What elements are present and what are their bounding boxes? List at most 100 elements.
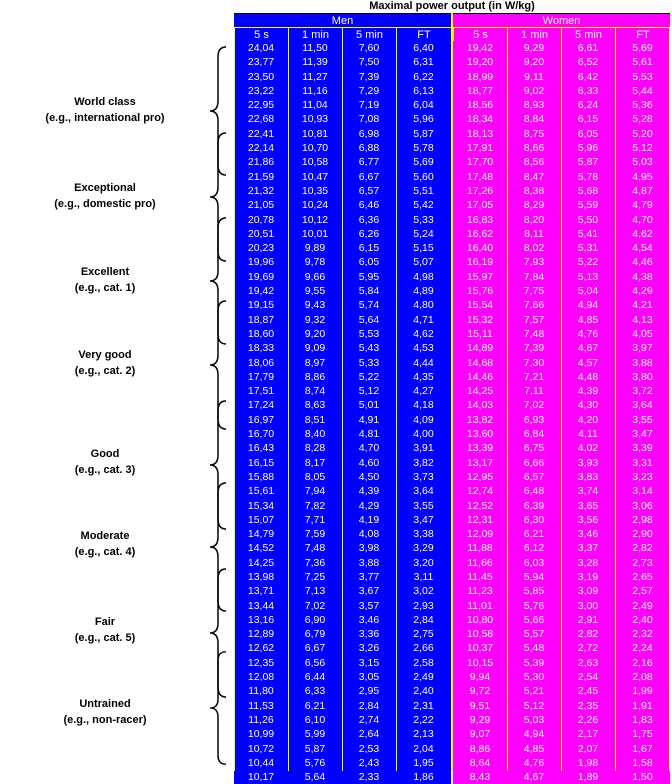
table-cell: 5,85 xyxy=(507,584,561,599)
table-cell: 6,22 xyxy=(396,69,451,84)
table-cell: 7,19 xyxy=(342,98,396,113)
column-header: 5 s xyxy=(453,27,507,41)
table-cell: 11,27 xyxy=(288,69,342,84)
table-cell: 4,67 xyxy=(561,341,615,356)
table-cell: 4,39 xyxy=(561,384,615,399)
table-cell: 4,95 xyxy=(615,169,670,184)
table-cell: 7,30 xyxy=(507,355,561,370)
table-cell: 2,35 xyxy=(561,698,615,713)
table-cell: 11,16 xyxy=(288,83,342,99)
table-cell: 9,72 xyxy=(453,684,507,699)
table-cell: 2,22 xyxy=(396,712,451,728)
table-cell: 14,68 xyxy=(453,355,507,370)
table-cell: 6,93 xyxy=(507,412,561,428)
table-cell: 3,77 xyxy=(342,569,396,585)
table-cell: 2,43 xyxy=(342,755,396,771)
table-cell: 5,33 xyxy=(342,355,396,370)
table-cell: 3,00 xyxy=(561,598,615,613)
category-label: World class (e.g., international pro) xyxy=(20,94,190,126)
table-cell: 5,43 xyxy=(342,341,396,356)
table-cell: 10,24 xyxy=(288,198,342,213)
table-cell: 16,70 xyxy=(234,427,288,442)
table-cell: 17,24 xyxy=(234,398,288,413)
table-cell: 18,56 xyxy=(453,98,507,113)
table-cell: 2,40 xyxy=(396,684,451,699)
table-cell: 4,67 xyxy=(507,770,561,784)
category-example: (e.g., cat. 4) xyxy=(74,546,136,558)
table-cell: 4,29 xyxy=(615,284,670,299)
table-cell: 6,52 xyxy=(561,55,615,70)
table-cell: 5,64 xyxy=(288,770,342,784)
table-cell: 4,79 xyxy=(615,198,670,213)
table-cell: 6,57 xyxy=(507,469,561,485)
table-cell: 18,06 xyxy=(234,355,288,370)
table-cell: 10,15 xyxy=(453,655,507,671)
table-cell: 5,76 xyxy=(507,598,561,613)
table-cell: 2,73 xyxy=(615,555,670,570)
table-cell: 4,89 xyxy=(396,284,451,299)
table-cell: 6,36 xyxy=(342,212,396,227)
table-cell: 14,25 xyxy=(453,384,507,399)
table-cell: 11,53 xyxy=(234,698,288,713)
table-row: 12,35 6,56 3,15 2,58 10,15 5,39 2,63 2,16 xyxy=(234,655,670,671)
table-cell: 3,02 xyxy=(396,584,451,599)
table-cell: 2,98 xyxy=(615,512,670,528)
table-cell: 15,61 xyxy=(234,484,288,499)
table-cell: 6,40 xyxy=(396,41,451,56)
table-cell: 22,41 xyxy=(234,126,288,142)
table-row: 18,06 8,97 5,33 4,44 14,68 7,30 4,57 3,88 xyxy=(234,355,670,370)
table-cell: 5,22 xyxy=(561,255,615,270)
table-cell: 16,97 xyxy=(234,412,288,428)
table-cell: 12,52 xyxy=(453,498,507,513)
table-cell: 6,39 xyxy=(507,498,561,513)
table-cell: 6,61 xyxy=(561,41,615,56)
table-cell: 15,34 xyxy=(234,498,288,513)
table-cell: 5,36 xyxy=(615,98,670,113)
table-cell: 2,65 xyxy=(615,569,670,585)
table-cell: 3,88 xyxy=(342,555,396,570)
table-cell: 9,20 xyxy=(288,326,342,342)
table-cell: 3,55 xyxy=(396,498,451,513)
table-cell: 6,33 xyxy=(288,684,342,699)
table-cell: 7,39 xyxy=(342,69,396,84)
table-cell: 18,13 xyxy=(453,126,507,142)
table-cell: 8,11 xyxy=(507,226,561,242)
table-cell: 16,43 xyxy=(234,441,288,456)
table-row: 21,59 10,47 6,67 5,60 17,48 8,47 5,78 4,95 xyxy=(234,169,670,184)
table-cell: 15,97 xyxy=(453,269,507,285)
table-cell: 8,17 xyxy=(288,455,342,470)
table-cell: 3,36 xyxy=(342,627,396,642)
table-cell: 17,51 xyxy=(234,384,288,399)
table-cell: 4,00 xyxy=(396,427,451,442)
table-cell: 4,85 xyxy=(507,741,561,756)
table-cell: 3,67 xyxy=(342,584,396,599)
table-cell: 9,89 xyxy=(288,241,342,256)
table-cell: 5,03 xyxy=(615,155,670,170)
table-cell: 3,39 xyxy=(615,441,670,456)
table-cell: 7,36 xyxy=(288,555,342,570)
table-cell: 10,80 xyxy=(453,612,507,628)
table-cell: 11,23 xyxy=(453,584,507,599)
table-cell: 4,62 xyxy=(396,326,451,342)
table-cell: 15,76 xyxy=(453,284,507,299)
column-header: FT xyxy=(396,27,451,41)
table-cell: 7,84 xyxy=(507,269,561,285)
table-cell: 19,42 xyxy=(234,284,288,299)
table-cell: 8,20 xyxy=(507,212,561,227)
table-cell: 9,29 xyxy=(453,712,507,728)
table-cell: 20,78 xyxy=(234,212,288,227)
column-header: 1 min xyxy=(288,27,342,41)
table-cell: 11,04 xyxy=(288,98,342,113)
table-row: 17,51 8,74 5,12 4,27 14,25 7,11 4,39 3,72 xyxy=(234,384,670,399)
table-row: 11,80 6,33 2,95 2,40 9,72 5,21 2,45 1,99 xyxy=(234,684,670,699)
table-cell: 7,48 xyxy=(288,541,342,556)
table-cell: 18,60 xyxy=(234,326,288,342)
table-cell: 4,05 xyxy=(615,326,670,342)
category-example: (e.g., domestic pro) xyxy=(54,198,156,210)
table-cell: 19,15 xyxy=(234,298,288,313)
table-cell: 2,08 xyxy=(615,670,670,685)
table-cell: 6,48 xyxy=(507,484,561,499)
table-cell: 2,33 xyxy=(342,770,396,784)
table-row: 13,98 7,25 3,77 3,11 11,45 5,94 3,19 2,65 xyxy=(234,569,670,585)
table-cell: 2,72 xyxy=(561,641,615,656)
